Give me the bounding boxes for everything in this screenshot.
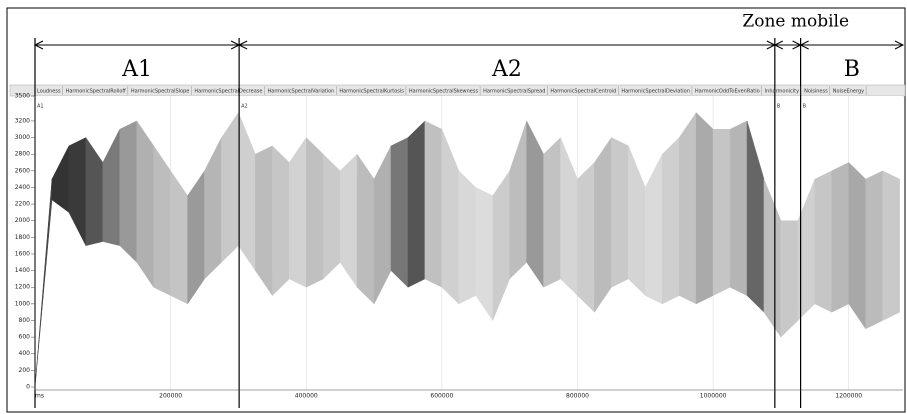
band-segment bbox=[831, 162, 849, 313]
band-segment bbox=[729, 120, 748, 296]
tab-label: Loudness bbox=[37, 89, 61, 95]
band-segment bbox=[153, 145, 171, 296]
x-tick-label: 1000000 bbox=[700, 393, 727, 400]
region-label: A2 bbox=[491, 57, 522, 82]
y-tick-label: 600 bbox=[19, 334, 31, 341]
y-tick-label: 1800 bbox=[15, 234, 30, 241]
arrow-head bbox=[33, 40, 44, 50]
band-segment bbox=[390, 137, 409, 288]
band-segment bbox=[407, 120, 426, 288]
y-tick-label: 1400 bbox=[15, 267, 30, 274]
band-segment bbox=[882, 170, 900, 321]
tab-label: Inharmonicity bbox=[765, 89, 799, 95]
marker-label: B bbox=[803, 104, 807, 110]
marker-label: A2 bbox=[241, 104, 248, 110]
y-tick-label: 3200 bbox=[15, 117, 30, 124]
tab-label: HarmonicSpectralRolloff bbox=[66, 89, 127, 95]
band-segment bbox=[136, 120, 154, 289]
y-tick-label: 3500 bbox=[15, 93, 30, 100]
x-tick-label: 1200000 bbox=[835, 393, 862, 400]
y-tick-label: 2600 bbox=[15, 167, 30, 174]
band-segment bbox=[611, 137, 629, 288]
y-tick-label: 2200 bbox=[15, 201, 30, 208]
y-tick-label: 1000 bbox=[15, 300, 30, 307]
x-tick-label: 800000 bbox=[566, 393, 589, 400]
y-tick-label: 800 bbox=[19, 317, 31, 324]
x-axis-unit: ms bbox=[35, 393, 44, 400]
band-segment bbox=[221, 111, 239, 263]
arrow-head bbox=[799, 40, 809, 50]
band-segment bbox=[712, 129, 731, 296]
y-tick-label: 1600 bbox=[15, 250, 30, 257]
tab-label: HarmonicSpectralSkewness bbox=[409, 89, 479, 95]
band-segment bbox=[458, 170, 477, 305]
y-tick-label: 2800 bbox=[15, 151, 30, 158]
band-segment bbox=[272, 145, 290, 297]
x-tick-label: 200000 bbox=[159, 393, 182, 400]
tab-label: HarmonicSpectralDeviation bbox=[621, 89, 690, 95]
tab-label: HarmonicSpectralDecrease bbox=[194, 89, 262, 95]
tab-label: HarmonicSpectralSpread bbox=[483, 89, 545, 95]
tab-label: HarmonicSpectralKurtosis bbox=[339, 89, 404, 95]
tab-label: HarmonicSpectralVariation bbox=[268, 89, 335, 95]
band-segment bbox=[662, 136, 680, 305]
region-label: B bbox=[844, 57, 860, 82]
region-label: Zone mobile bbox=[742, 12, 849, 32]
y-tick-label: 400 bbox=[19, 350, 31, 357]
y-tick-label: 2000 bbox=[15, 217, 30, 224]
y-tick-label: 200 bbox=[19, 367, 31, 374]
band-segment bbox=[780, 220, 799, 338]
band bbox=[34, 111, 900, 388]
band-segment bbox=[424, 120, 443, 288]
marker-label: A1 bbox=[37, 104, 44, 110]
y-tick-label: 1200 bbox=[15, 284, 30, 291]
band-segment bbox=[695, 112, 714, 305]
y-tick-label: 3000 bbox=[15, 134, 30, 141]
band-segment bbox=[543, 136, 561, 288]
band-segment bbox=[119, 120, 137, 263]
y-tick-label: 2400 bbox=[15, 184, 30, 191]
tab-label: HarmonicSpectralSlope bbox=[131, 89, 190, 95]
x-tick-label: 600000 bbox=[430, 393, 453, 400]
arrow-head bbox=[773, 40, 784, 50]
tab-label: HarmonicSpectralCentroid bbox=[550, 89, 616, 95]
band-segment bbox=[306, 136, 324, 288]
x-tick-label: 400000 bbox=[295, 393, 318, 400]
tab-label: HarmonicOddToEvenRatio bbox=[695, 89, 760, 95]
band-segment bbox=[678, 111, 697, 305]
arrow-head bbox=[894, 40, 905, 50]
y-tick-label: 0 bbox=[26, 384, 30, 391]
band-segment bbox=[255, 145, 273, 297]
band-segment bbox=[577, 161, 595, 313]
figure-frame bbox=[6, 7, 906, 413]
region-label: A1 bbox=[121, 57, 152, 82]
band-segment bbox=[848, 161, 866, 330]
arrow-head bbox=[237, 40, 248, 50]
marker-label: B bbox=[777, 104, 781, 110]
band-segment bbox=[594, 136, 612, 313]
band-segment bbox=[322, 153, 341, 280]
band-segment bbox=[814, 170, 833, 313]
tab-label: NoiseEnergy bbox=[833, 89, 864, 95]
band-segment bbox=[356, 153, 375, 305]
band-segment bbox=[289, 136, 307, 288]
band-segment bbox=[865, 170, 883, 330]
tab-label: Noisiness bbox=[804, 89, 828, 95]
